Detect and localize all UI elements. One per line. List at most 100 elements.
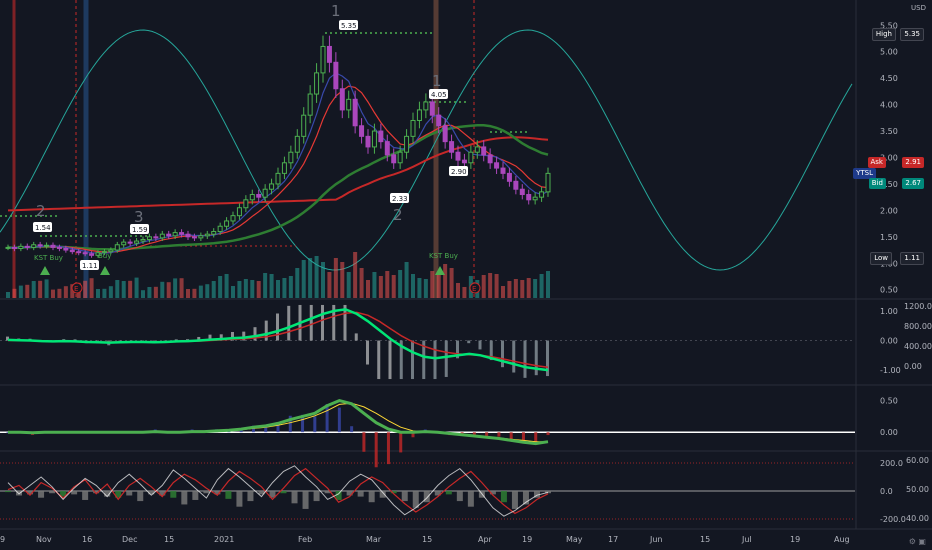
volume-bar <box>198 285 203 298</box>
currency-label: USD <box>911 4 926 12</box>
rsi-histogram-bar <box>280 491 287 494</box>
volume-bar <box>63 286 68 298</box>
time-axis[interactable]: 9 Nov 16 Dec 15 2021 Feb Mar 15 Apr 19 May 17 Jun 15 Ju… <box>0 535 850 544</box>
price-pane[interactable] <box>0 0 855 298</box>
ask-value: 2.91 <box>902 157 924 168</box>
volume-bar <box>526 278 531 298</box>
candle-body <box>314 72 320 95</box>
rsi-histogram-bar <box>203 491 210 494</box>
earnings-mark[interactable]: E <box>469 282 481 294</box>
kst-buy-label: KST Buy <box>429 252 458 260</box>
candle-body <box>50 244 56 248</box>
volume-bar <box>423 279 428 298</box>
price-label-text: 1.59 <box>132 226 148 234</box>
oscillator-pane[interactable] <box>0 386 855 450</box>
osc-histogram-bar <box>509 432 513 440</box>
time-tick-label: Jun <box>649 535 663 544</box>
candle-body <box>121 241 127 246</box>
volume-bar <box>353 252 358 298</box>
price-label-pivot: 2.90 <box>449 166 468 176</box>
settings-icon[interactable]: ⚙ ▣ <box>908 537 926 546</box>
volume-bar <box>327 272 332 298</box>
candle-body <box>101 251 107 254</box>
osc-histogram-bar <box>411 432 415 438</box>
volume-bar <box>121 281 126 298</box>
time-tick-label: 19 <box>790 535 800 544</box>
high-label-text: High <box>875 30 892 38</box>
candle-body <box>288 151 294 164</box>
rsi-histogram-bar <box>192 491 199 500</box>
bid-value-text: 2.67 <box>905 179 921 187</box>
time-tick-label: 19 <box>522 535 532 544</box>
price-tick-label: 2.00 <box>880 206 898 215</box>
candle-body <box>69 249 75 253</box>
time-tick-label: 2021 <box>214 535 234 544</box>
candle-body <box>204 233 210 237</box>
candle-body <box>108 249 114 253</box>
candle-body <box>5 246 11 249</box>
volume-bar <box>166 282 171 298</box>
macd-histogram-bar <box>366 340 369 365</box>
ask-label: Ask <box>867 157 886 168</box>
rsi-histogram-bar <box>423 491 430 503</box>
price-label-peak: 5.35 <box>339 20 358 30</box>
rsi-histogram-bar <box>38 491 45 498</box>
volume-bar <box>411 274 415 298</box>
price-label-low: 1.11 <box>80 260 99 270</box>
volume-bar <box>134 277 139 298</box>
volume-bar <box>301 260 306 298</box>
rsi-pane[interactable] <box>0 452 855 528</box>
volume-bar <box>173 278 178 298</box>
low-value: 1.11 <box>900 252 924 265</box>
candle-body <box>506 172 512 182</box>
osc-histogram-bar <box>399 432 403 453</box>
candle-body <box>391 154 397 164</box>
rsi-histogram-bar <box>302 491 309 509</box>
volume-bar <box>51 289 55 298</box>
candle-body <box>249 194 255 201</box>
wave-label: 2 <box>393 206 403 224</box>
candle-body <box>56 246 62 249</box>
candle-body <box>44 244 50 247</box>
volume-bar <box>340 262 345 298</box>
high-value-text: 5.35 <box>904 30 920 38</box>
macd-tick-label: 1.00 <box>880 307 898 316</box>
volume-bar <box>141 290 145 298</box>
rsi-histogram-bar <box>324 491 331 494</box>
candle-body <box>294 135 300 153</box>
volume-bar <box>494 274 499 298</box>
bid-label: Bid <box>868 178 886 189</box>
time-tick-label: 15 <box>422 535 432 544</box>
rsi-histogram-bar <box>126 491 133 496</box>
macd-histogram-bar <box>422 340 426 380</box>
candle-body <box>423 101 429 111</box>
price-label-text: 1.54 <box>35 224 51 232</box>
candle-body <box>275 172 281 185</box>
volume-bar <box>147 287 152 298</box>
rsi-histogram-bar <box>511 491 518 509</box>
osc-histogram-bar <box>337 407 341 433</box>
ma-long-green <box>7 123 549 251</box>
price-tick-label: 5.50 <box>880 21 898 30</box>
volume-bar <box>160 281 165 298</box>
buy-label: Buy <box>98 252 111 260</box>
macd-histogram-bar <box>6 336 9 341</box>
candle-body <box>31 244 37 248</box>
macd-histogram-bar <box>231 331 234 341</box>
earnings-mark[interactable]: E <box>71 282 83 294</box>
bid-value: 2.67 <box>902 178 924 189</box>
volume-bar <box>269 274 274 298</box>
candle-body <box>37 244 43 247</box>
high-value: 5.35 <box>900 28 924 41</box>
macd-histogram-bar <box>478 340 482 350</box>
macd-histogram-bar <box>467 340 471 344</box>
rsi-histogram-bar <box>522 491 529 505</box>
macd-histogram-bar <box>264 320 268 341</box>
candle-body <box>500 167 506 174</box>
volume-bar <box>179 278 184 298</box>
candle-body <box>474 146 480 153</box>
candle-body <box>519 188 525 196</box>
volume-bar <box>501 286 505 298</box>
macd-histogram-bar <box>377 340 381 380</box>
